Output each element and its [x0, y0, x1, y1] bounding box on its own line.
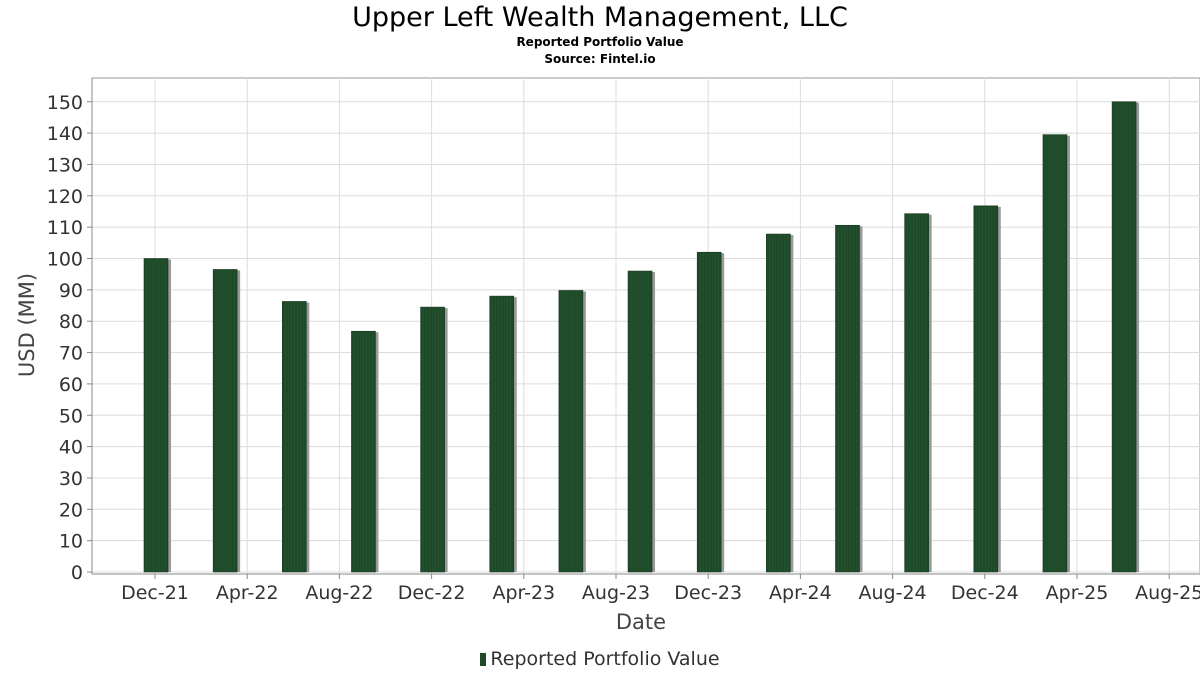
y-tick-label: 120 — [47, 186, 83, 208]
y-tick-label: 30 — [59, 468, 83, 490]
y-tick-label: 140 — [47, 123, 83, 145]
legend-label: Reported Portfolio Value — [490, 648, 720, 670]
y-tick-label: 110 — [47, 217, 83, 239]
x-tick-label: Apr-24 — [769, 582, 832, 604]
y-tick-label: 130 — [47, 154, 83, 176]
x-tick-label: Aug-24 — [859, 582, 927, 604]
legend-swatch — [480, 653, 487, 666]
x-tick-label: Aug-25 — [1135, 582, 1200, 604]
y-tick-label: 40 — [59, 437, 83, 459]
y-tick-label: 80 — [59, 311, 83, 333]
chart-title: Upper Left Wealth Management, LLC — [352, 2, 848, 33]
legend: Reported Portfolio Value — [0, 648, 1200, 670]
y-tick-label: 20 — [59, 499, 83, 521]
y-tick-label: 70 — [59, 343, 83, 365]
tick-labels: 0 10 20 30 40 50 60 70 80 90 100 110 120 130 140 150 Dec… — [47, 92, 1200, 604]
y-tick-label: 60 — [59, 374, 83, 396]
y-tick-label: 90 — [59, 280, 83, 302]
x-tick-label: Dec-24 — [951, 582, 1019, 604]
y-tick-label: 50 — [59, 405, 83, 427]
bars — [143, 101, 1140, 573]
x-axis-label: Date — [616, 610, 666, 634]
x-tick-label: Dec-21 — [121, 582, 189, 604]
x-tick-label: Dec-22 — [398, 582, 466, 604]
chart-source: Source: Fintel.io — [544, 52, 656, 66]
x-tick-label: Apr-23 — [492, 582, 555, 604]
x-tick-label: Dec-23 — [674, 582, 742, 604]
x-tick-label: Aug-22 — [305, 582, 373, 604]
x-tick-label: Apr-22 — [216, 582, 279, 604]
y-axis-label: USD (MM) — [15, 273, 39, 377]
axes — [87, 78, 1200, 579]
y-tick-label: 150 — [47, 92, 83, 114]
x-tick-label: Aug-23 — [582, 582, 650, 604]
x-tick-label: Apr-25 — [1046, 582, 1109, 604]
y-tick-label: 0 — [71, 562, 83, 584]
y-tick-label: 10 — [59, 531, 83, 553]
chart-subtitle: Reported Portfolio Value — [516, 35, 684, 49]
y-tick-label: 100 — [47, 249, 83, 271]
